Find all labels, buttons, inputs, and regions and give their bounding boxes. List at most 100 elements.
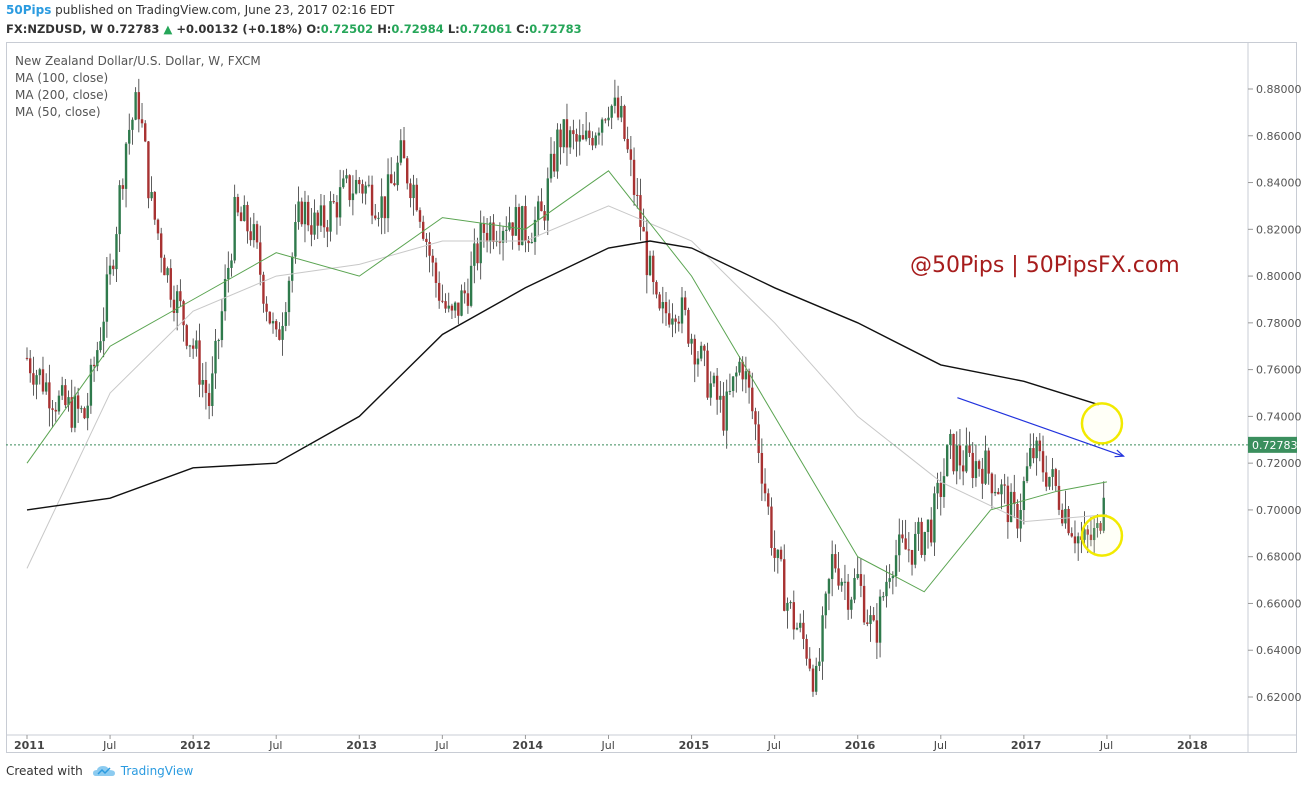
candle-body (616, 97, 620, 118)
candle-body (144, 123, 147, 142)
candle-body (185, 325, 188, 346)
candle-body (182, 301, 185, 326)
candle-body (290, 256, 294, 281)
candle-body (945, 444, 949, 477)
candle-body (853, 578, 856, 600)
ma50-line (26, 170, 1107, 593)
ma100-line (26, 205, 1107, 569)
legend-ma50[interactable]: MA (50, close) (15, 105, 101, 119)
candle-body (367, 184, 371, 186)
candle-body (926, 519, 930, 532)
candle-body (830, 554, 834, 580)
candle-body (875, 620, 879, 643)
candle-body (588, 130, 591, 138)
candle-body (191, 345, 195, 349)
y-tick-label: 0.64000 (1256, 644, 1302, 657)
candle-body (556, 129, 559, 172)
candle-body (939, 482, 942, 497)
created-with-label: Created with (6, 764, 83, 778)
candle-body (364, 185, 367, 194)
candle-body (901, 534, 904, 539)
candle-body (179, 291, 182, 302)
price-badge (1248, 436, 1297, 453)
candle-body (626, 138, 629, 150)
candle-body (958, 445, 962, 466)
candle-body (48, 382, 51, 409)
legend-ma100[interactable]: MA (100, close) (15, 71, 109, 85)
candle-body (463, 290, 466, 294)
candle-body (600, 119, 604, 133)
watermark-text: @50Pips | 50PipsFX.com (910, 253, 1180, 278)
candle-body (517, 207, 521, 246)
candle-body (843, 581, 847, 583)
candle-body (310, 225, 313, 235)
candle-body (233, 196, 236, 261)
candle-body (846, 581, 850, 610)
candle-body (549, 153, 553, 179)
cloud-icon[interactable] (92, 765, 115, 777)
candle-body (1092, 527, 1096, 541)
candle-body (249, 231, 252, 241)
candle-body (418, 210, 422, 222)
candle-body (936, 482, 939, 494)
candle-body (1035, 440, 1038, 459)
open-value: 0.72502 (320, 22, 374, 36)
candle-body (252, 224, 256, 241)
candle-body (802, 622, 805, 639)
candle-body (712, 375, 716, 384)
x-tick-label: 2011 (14, 739, 45, 752)
candle-body (888, 578, 891, 582)
candle-body (345, 175, 348, 179)
candle-body (188, 345, 192, 347)
y-tick-label: 0.84000 (1256, 177, 1302, 190)
candle-body (834, 554, 837, 569)
legend-ma200[interactable]: MA (200, close) (15, 88, 109, 102)
candle-body (57, 395, 61, 412)
candle-body (83, 408, 86, 419)
candle-body (198, 340, 201, 385)
highlight-circle (1080, 514, 1124, 557)
candle-body (540, 201, 543, 212)
candle-body (54, 409, 57, 412)
candle-body (406, 158, 409, 184)
candle-body (629, 149, 633, 160)
change-value: +0.00132 (+0.18%) (176, 22, 303, 36)
candle-body (1076, 536, 1080, 544)
candle-body (492, 222, 495, 243)
candle-body (1086, 529, 1089, 535)
candle-body (552, 153, 556, 172)
candle-body (671, 318, 674, 325)
candle-body (1025, 466, 1029, 482)
candle-body (60, 385, 64, 396)
candle-body (287, 280, 291, 313)
candle-body (265, 303, 268, 312)
x-tick-label: Jul (933, 739, 947, 752)
candle-body (645, 231, 649, 276)
y-tick-label: 0.72000 (1256, 457, 1302, 470)
author-name[interactable]: 50Pips (6, 3, 52, 17)
candle-body (760, 453, 764, 484)
candle-body (981, 468, 984, 484)
legend-title[interactable]: New Zealand Dollar/U.S. Dollar, W, FXCM (15, 54, 261, 68)
candle-body (1022, 481, 1026, 511)
candle-body (70, 397, 73, 428)
candle-body (450, 305, 454, 311)
candle-body (786, 602, 789, 611)
chart-frame[interactable] (6, 42, 1297, 753)
candle-body (805, 638, 808, 659)
candle-body (354, 179, 358, 194)
tradingview-link[interactable]: TradingView (120, 764, 194, 778)
high-label: H: (377, 22, 392, 36)
candle-body (220, 311, 224, 341)
candle-body (546, 178, 549, 221)
candle-body (156, 219, 160, 234)
close-label: C: (516, 22, 530, 36)
candle-body (32, 373, 35, 385)
candle-body (575, 134, 578, 142)
candle-body (581, 135, 585, 140)
candle-body (195, 340, 198, 349)
candle-body (658, 294, 661, 309)
candle-body (150, 192, 153, 199)
candle-body (207, 392, 211, 406)
